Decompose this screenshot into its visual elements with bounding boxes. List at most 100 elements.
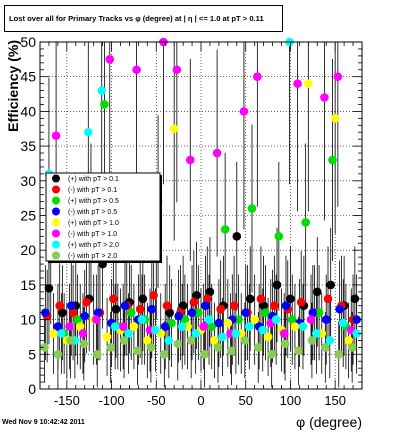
data-point-series-3	[167, 318, 176, 328]
data-point-series-7	[97, 86, 107, 95]
data-point-series-4	[41, 308, 50, 317]
legend-marker	[52, 218, 60, 227]
data-point-series-1	[205, 287, 215, 297]
data-point-series-8	[321, 343, 330, 352]
y-tick-label: 10	[20, 312, 36, 328]
data-point-series-5	[223, 318, 233, 328]
data-point-series-7	[151, 325, 160, 335]
data-point-series-2	[82, 297, 91, 307]
y-tick-label: 20	[20, 242, 36, 258]
data-point-series-4	[67, 301, 76, 311]
data-point-series-3	[194, 308, 203, 317]
data-point-series-1	[286, 294, 295, 304]
data-point-series-2	[135, 304, 145, 314]
x-tick-label: 0	[197, 393, 204, 408]
x-tick-label: -150	[54, 393, 80, 408]
data-point-series-3	[207, 322, 217, 331]
data-point-series-8	[294, 346, 303, 356]
data-point-series-2	[270, 301, 279, 311]
chart-title-box: Lost over all for Primary Tracks vs φ (d…	[4, 5, 283, 32]
data-point-series-4	[147, 304, 157, 314]
data-point-series-4	[174, 311, 183, 321]
x-tick-label: -100	[99, 393, 125, 408]
y-tick-label: 0	[28, 381, 36, 397]
data-point-series-4	[93, 308, 103, 317]
legend-marker	[52, 185, 60, 194]
data-point-series-1	[326, 280, 335, 290]
data-point-series-8	[267, 350, 276, 359]
data-point-series-8	[334, 350, 344, 359]
legend-label: (+) with pT > 1.0	[68, 220, 119, 227]
data-point-series-8	[119, 336, 129, 345]
legend-label: (-) with pT > 0.5	[68, 209, 117, 216]
data-point-series-4	[335, 304, 344, 314]
data-point-series-4	[53, 322, 63, 331]
data-point-series-5	[344, 336, 353, 345]
data-point-series-1	[245, 294, 255, 304]
y-tick-label: 15	[20, 277, 36, 293]
data-point-series-8	[173, 339, 183, 349]
data-point-series-7	[325, 336, 335, 345]
footer-timestamp: Wed Nov 9 10:42:42 2011	[2, 419, 85, 426]
data-point-series-2	[68, 308, 78, 317]
y-tick-label: 5	[28, 346, 36, 362]
legend-box	[45, 172, 161, 262]
data-point-series-1	[165, 308, 174, 317]
data-point-series-8	[92, 350, 102, 359]
data-point-series-6	[306, 315, 316, 324]
data-point-series-7	[57, 329, 66, 338]
data-point-series-7	[191, 329, 200, 338]
y-tick-label: 30	[20, 173, 36, 189]
data-point-series-4	[120, 301, 130, 311]
legend-label: (-) with pT > 1.0	[68, 231, 117, 238]
data-point-series-5	[75, 322, 85, 331]
data-point-series-2	[55, 301, 64, 311]
data-point-series-7	[84, 127, 93, 137]
data-point-series-6	[92, 315, 101, 324]
data-point-series-4	[281, 301, 291, 311]
data-point-series-7	[124, 329, 133, 338]
legend-marker	[52, 251, 60, 260]
data-point-series-1	[272, 280, 282, 290]
data-point-series-5	[330, 114, 340, 123]
data-point-series-7	[137, 315, 147, 324]
data-point-series-7	[312, 329, 321, 338]
data-point-series-7	[245, 322, 254, 331]
data-point-series-6	[185, 155, 195, 165]
data-point-series-2	[323, 294, 333, 304]
data-point-series-3	[261, 308, 270, 317]
data-point-series-1	[138, 294, 148, 304]
data-point-series-8	[146, 343, 156, 352]
data-point-series-8	[227, 346, 236, 356]
data-point-series-3	[220, 225, 230, 234]
legend-marker	[52, 174, 60, 183]
data-point-series-8	[186, 336, 196, 345]
data-point-series-8	[280, 339, 290, 349]
data-point-series-5	[304, 79, 313, 88]
data-point-series-5	[129, 322, 139, 331]
data-point-series-8	[307, 336, 317, 345]
data-point-series-5	[263, 332, 273, 342]
data-point-series-6	[253, 72, 262, 81]
data-point-series-4	[160, 322, 170, 331]
data-point-series-8	[200, 350, 209, 359]
data-point-series-4	[187, 308, 197, 317]
data-point-series-8	[160, 350, 169, 359]
legend-label: (+) with pT > 2.0	[68, 242, 119, 249]
data-point-series-1	[178, 301, 188, 311]
data-point-series-2	[109, 294, 118, 304]
data-point-series-6	[333, 72, 343, 81]
data-point-series-6	[51, 131, 61, 140]
data-point-series-6	[65, 322, 74, 331]
data-point-series-7	[352, 329, 361, 338]
y-tick-label: 50	[20, 34, 36, 50]
data-point-series-4	[241, 308, 251, 317]
data-point-series-7	[204, 315, 214, 324]
data-point-series-7	[258, 325, 268, 335]
legend-label: (+) with pT > 0.1	[68, 176, 119, 183]
data-point-series-3	[287, 315, 297, 324]
data-point-series-3	[314, 308, 324, 317]
data-point-series-3	[328, 155, 337, 165]
x-tick-label: 50	[238, 393, 252, 408]
data-point-series-2	[189, 297, 199, 307]
